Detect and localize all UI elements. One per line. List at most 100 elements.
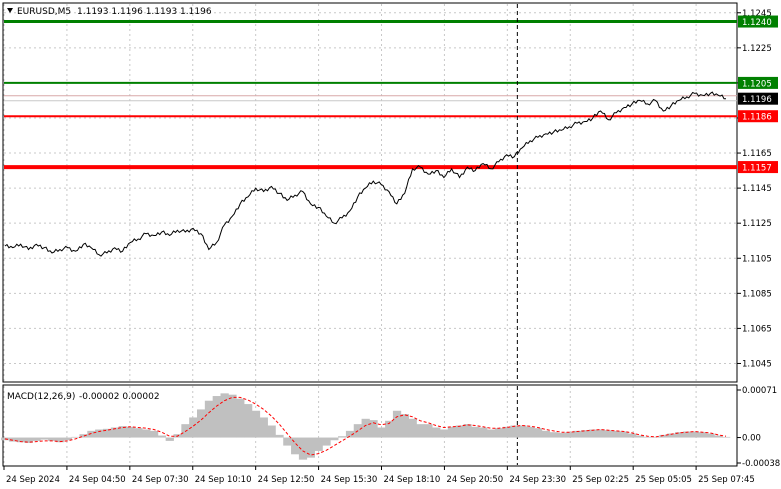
macd-label: MACD(12,26,9) [7, 392, 75, 402]
macd-bar [220, 393, 229, 438]
price-axis: 1.12451.12251.12051.11851.11651.11451.11… [737, 9, 778, 369]
ohlc-values: 1.1193 1.1196 1.1193 1.1196 [77, 7, 212, 17]
macd-bar [612, 430, 621, 438]
macd-tick-label: 0.00071 [742, 386, 777, 396]
resistance-level-label: 1.1240 [742, 18, 772, 28]
macd-bar [322, 437, 331, 446]
macd-bar [722, 436, 731, 438]
macd-bar [486, 429, 496, 438]
macd-bar [236, 398, 245, 438]
macd-bar [275, 434, 284, 438]
macd-signal-line [4, 396, 727, 456]
macd-bar [635, 435, 645, 438]
macd-values: -0.00002 0.00002 [79, 392, 160, 402]
x-tick-label: 25 Sep 05:05 [635, 475, 692, 485]
macd-bar [95, 429, 104, 438]
macd-axis: 0.00071 0.00 -0.00038 [737, 386, 780, 469]
macd-grid [3, 386, 697, 465]
y-tick-label: 1.1245 [742, 9, 772, 19]
support-level-tag [738, 110, 778, 123]
x-tick-label: 24 Sep 07:30 [132, 475, 189, 485]
x-tick-label: 24 Sep 23:30 [509, 475, 566, 485]
macd-bar [502, 426, 511, 438]
y-tick-label: 1.1225 [742, 44, 772, 54]
macd-bar [494, 428, 504, 438]
x-tick-label: 24 Sep 10:10 [195, 475, 252, 485]
y-tick-label: 1.1105 [742, 254, 772, 264]
macd-bar [698, 432, 707, 438]
macd-bar [16, 437, 25, 443]
macd-bar [588, 429, 598, 438]
macd-bar [32, 437, 41, 441]
x-tick-label: 24 Sep 12:50 [258, 475, 315, 485]
macd-bar [526, 426, 535, 438]
resistance-level-tag [738, 15, 778, 28]
macd-bar [24, 437, 33, 443]
macd-bar [204, 400, 214, 438]
macd-bar [667, 433, 676, 438]
x-tick-label: 25 Sep 07:45 [698, 475, 755, 485]
current-price-label: 1.1196 [742, 95, 772, 105]
macd-bar [118, 426, 127, 438]
macd-bar [228, 394, 237, 438]
macd-bar [306, 437, 315, 458]
macd-bar [416, 424, 425, 438]
price-series-line [4, 91, 726, 257]
macd-bar [126, 426, 135, 438]
macd-bar [424, 424, 433, 438]
macd-header: MACD(12,26,9) -0.00002 0.00002 [7, 392, 160, 402]
macd-bar [314, 437, 323, 451]
y-tick-label: 1.1165 [742, 149, 772, 159]
macd-bar [361, 418, 370, 438]
macd-bar [455, 425, 464, 438]
y-tick-label: 1.1065 [742, 324, 772, 334]
support-level-label: 1.1157 [742, 164, 772, 174]
x-tick-label: 24 Sep 18:10 [384, 475, 441, 485]
macd-bar [102, 428, 112, 438]
macd-bar [283, 437, 292, 446]
macd-bar [690, 431, 699, 438]
support-level-tag [738, 161, 778, 174]
macd-bar [510, 425, 519, 438]
level-lines [4, 20, 737, 170]
macd-bar [48, 437, 57, 441]
macd-bar [369, 420, 378, 438]
macd-bar [142, 429, 151, 438]
macd-bar [408, 418, 417, 438]
y-tick-label: 1.1085 [742, 289, 772, 299]
resistance-level-label: 1.1205 [742, 79, 772, 89]
macd-bar [338, 436, 347, 438]
macd-bar [675, 432, 684, 438]
macd-bar [197, 409, 206, 438]
macd-bar [596, 429, 605, 438]
macd-bar [298, 437, 308, 460]
macd-bar [87, 430, 96, 438]
macd-bar [385, 420, 394, 438]
macd-bar [479, 427, 488, 438]
dropdown-triangle-icon[interactable] [7, 8, 13, 13]
macd-bar [134, 428, 143, 438]
support-level-label: 1.1186 [742, 113, 772, 123]
time-axis: 24 Sep 2024 24 Sep 04:50 24 Sep 07:30 24 Se… [3, 466, 755, 485]
macd-bar [573, 430, 582, 438]
macd-bar [55, 437, 65, 443]
symbol-label: EURUSD,M5 [17, 7, 71, 17]
macd-bar [714, 435, 723, 438]
macd-bar [392, 410, 402, 438]
x-tick-label: 24 Sep 15:30 [321, 475, 378, 485]
macd-bar [330, 437, 339, 441]
chart-header: EURUSD,M5 1.1193 1.1196 1.1193 1.1196 [7, 7, 212, 17]
macd-bar [165, 437, 174, 441]
macd-bar [79, 434, 88, 438]
macd-bar [212, 396, 221, 438]
macd-histogram [1, 393, 731, 460]
macd-bar [251, 410, 261, 438]
macd-bar [345, 430, 355, 438]
macd-bar [149, 430, 159, 438]
macd-bar [557, 432, 566, 438]
macd-bar [651, 436, 660, 438]
macd-bar [432, 427, 441, 438]
macd-tick-label: 0.00 [742, 434, 761, 444]
macd-bar [157, 435, 167, 438]
